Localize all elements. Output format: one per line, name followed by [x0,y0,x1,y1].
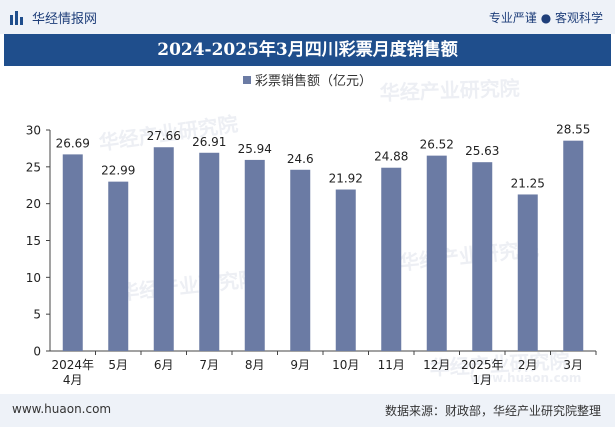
brand-logo-icon [10,10,23,25]
x-tick-label: 9月 [290,358,310,372]
axes: 0 5 10 15 20 25 30 [26,124,597,359]
x-tick-label: 6月 [154,358,174,372]
bar-chart: 华经产业研究院华经产业研究院华经产业研究院华经产业研究院华经产业研究院www.h… [26,76,597,387]
y-tick-label: 25 [26,160,41,174]
x-tick-label: 11月 [378,358,405,372]
value-label: 26.52 [420,138,454,152]
legend-swatch [242,76,251,84]
value-label: 25.94 [238,142,272,156]
website-link[interactable]: www.huaon.com [12,402,112,416]
value-label: 21.92 [329,172,363,186]
bar [472,162,493,351]
bar [335,189,356,351]
bar [153,147,174,351]
value-label: 26.91 [192,135,226,149]
x-tick-label: 2月 [518,358,538,372]
value-label: 27.66 [147,129,181,143]
footer-bar: www.huaon.com 数据来源：财政部，华经产业研究院整理 [0,394,615,427]
value-label: 22.99 [101,164,135,178]
value-label: 21.25 [511,176,545,190]
value-label: 25.63 [465,144,499,158]
x-tick-label: 5月 [108,358,128,372]
y-tick-label: 30 [26,124,41,138]
x-tick-label: 10月 [332,358,359,372]
x-tick-label: 12月 [423,358,450,372]
bar [244,159,265,351]
legend-label: 彩票销售额（亿元） [254,74,372,89]
y-tick-label: 20 [26,197,41,211]
y-tick-label: 0 [33,345,41,359]
y-tick-label: 15 [26,234,41,248]
bar [517,194,538,351]
x-tick-label: 2025年 1月 [461,358,504,387]
bar [381,167,402,351]
y-tick-label: 5 [33,308,41,322]
data-source: 数据来源：财政部，华经产业研究院整理 [384,404,601,418]
watermark-text: 华经产业研究院 [379,76,520,105]
value-label: 26.69 [56,136,90,150]
x-tick-label: 2024年 4月 [51,358,94,387]
chart-title: 2024-2025年3月四川彩票月度销售额 [157,40,458,60]
brand-name: 华经情报网 [32,12,98,27]
tagline: 专业严谨 ● 客观科学 [488,11,603,25]
brand[interactable]: 华经情报网 [10,8,97,27]
value-label: 28.55 [556,123,590,137]
bar [108,181,129,351]
y-tick-label: 10 [26,271,41,285]
bar [290,169,311,351]
bar [199,152,220,351]
x-tick-label: 3月 [563,358,583,372]
value-label: 24.6 [287,152,314,166]
labels: 26.69 2024年 4月 22.99 5月 27.66 6月 26.91 7月 25.94 8月… [51,123,590,387]
watermark-text: 华经产业研究院 [118,266,260,305]
value-label: 24.88 [374,150,408,164]
legend: 彩票销售额（亿元） [0,70,615,89]
bar [426,155,447,351]
x-tick-label: 7月 [199,358,219,372]
bars [62,140,584,351]
header-bar: 华经情报网 专业严谨 ● 客观科学 [0,0,615,34]
bar [563,140,584,351]
title-bar: 2024-2025年3月四川彩票月度销售额 [4,34,611,66]
bar [62,154,83,351]
watermark-url: www.huaon.com [470,371,581,385]
x-tick-label: 8月 [245,358,265,372]
